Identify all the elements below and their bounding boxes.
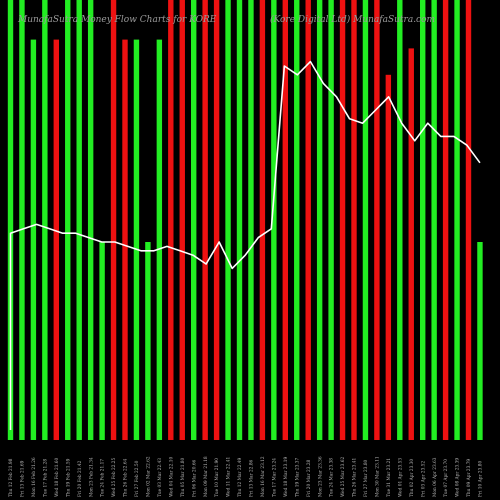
down-bar — [282, 0, 288, 440]
down-bar — [110, 0, 117, 440]
x-tick-label: Mon 16 Mar 23.12 — [261, 456, 266, 497]
up-bar — [156, 39, 163, 440]
x-tick-label: Thu 26 Mar 23.41 — [353, 457, 358, 497]
down-bar — [385, 74, 392, 441]
x-tick-label: Fri 13 Feb 21.69 — [21, 460, 26, 497]
up-bar — [328, 0, 334, 440]
up-bar — [99, 242, 105, 440]
x-tick-label: Mon 09 Mar 21.18 — [204, 456, 209, 497]
x-tick-label: Thu 26 Feb 22.64 — [124, 458, 129, 497]
x-tick-label: Tue 24 Feb 21.17 — [101, 459, 106, 497]
up-bar — [225, 0, 231, 440]
down-bar — [351, 0, 357, 440]
up-bar — [19, 0, 25, 440]
chart-title: MunafaSutra Money Flow Charts for KORE — [17, 15, 217, 25]
down-bar — [339, 0, 346, 440]
up-bar — [397, 0, 403, 440]
x-tick-label: Thu 12 Mar 22.49 — [238, 457, 243, 497]
down-bar — [122, 39, 128, 440]
down-bar — [408, 48, 414, 441]
x-tick-label: Wed 25 Mar 23.62 — [341, 456, 346, 497]
chart-subtitle: (Kore Digital Ltd) MunafaSutra.com — [270, 14, 435, 25]
x-tick-label: Tue 17 Feb 21.28 — [43, 459, 48, 497]
down-bar — [168, 0, 174, 440]
x-tick-label: Fri 03 Apr 23.52 — [421, 461, 426, 497]
up-bar — [420, 0, 426, 440]
up-bar — [65, 0, 71, 440]
x-tick-label: Tue 24 Mar 23.38 — [330, 458, 335, 497]
up-bar — [454, 0, 460, 440]
up-bar — [431, 0, 437, 440]
up-bar — [362, 0, 369, 440]
x-tick-label: Wed 18 Feb 21.60 — [55, 457, 60, 497]
x-tick-label: Tue 07 Apr 23.70 — [444, 459, 449, 497]
x-tick-label: Tue 10 Mar 21.90 — [215, 458, 220, 497]
x-tick-label: Fri 13 Mar 22.86 — [250, 459, 255, 497]
x-tick-label: Fri 27 Mar 23.80 — [364, 459, 369, 497]
up-bar — [133, 39, 140, 440]
up-bar — [145, 242, 151, 440]
x-tick-label: Fri 06 Mar 20.66 — [192, 459, 197, 497]
up-bar — [271, 0, 277, 440]
up-bar — [236, 0, 243, 440]
price-line — [9, 60, 481, 430]
bars-layer — [7, 0, 483, 441]
x-tick-label: Thu 19 Feb 21.59 — [66, 458, 71, 497]
x-tick-label: Tue 17 Mar 23.24 — [272, 458, 277, 497]
x-tick-label: Fri 20 Feb 21.42 — [78, 460, 83, 497]
up-bar — [316, 0, 323, 440]
x-tick-label: Thu 19 Mar 23.37 — [295, 457, 300, 497]
up-bar — [191, 0, 197, 440]
x-tick-label: Thu 05 Mar 21.80 — [181, 457, 186, 497]
down-bar — [442, 0, 449, 440]
x-tick-label: Thu 09 Apr 23.79 — [467, 459, 472, 497]
x-tick-label: Fri 20 Mar 23.28 — [307, 459, 312, 497]
up-bar — [30, 39, 37, 440]
down-bar — [465, 0, 472, 440]
down-bar — [374, 0, 380, 440]
x-tick-label: Wed 04 Mar 22.10 — [169, 456, 174, 497]
x-tick-label: Tue 03 Mar 22.43 — [158, 458, 163, 497]
x-tick-label: Wed 25 Feb 22.25 — [112, 457, 117, 497]
up-bar — [248, 0, 254, 440]
x-tick-label: Wed 08 Apr 23.39 — [456, 458, 461, 497]
x-tick-label: Mon 30 Mar 23.11 — [376, 456, 381, 497]
x-tick-label: Tue 31 Mar 23.21 — [387, 458, 392, 497]
x-tick-label: Mon 06 Apr 23.63 — [433, 457, 438, 497]
up-bar — [477, 242, 483, 440]
down-bar — [53, 39, 59, 440]
up-bar — [7, 0, 14, 440]
x-tick-labels: Thu 12 Feb 21.98 Fri 13 Feb 21.69 Mon 16 F… — [9, 456, 483, 497]
down-bar — [305, 0, 311, 440]
x-tick-label: Wed 11 Mar 22.41 — [227, 456, 232, 497]
x-tick-label: Wed 01 Apr 23.53 — [398, 458, 403, 497]
x-tick-label: Mon 23 Mar 23.36 — [318, 456, 323, 497]
up-bar — [42, 0, 48, 440]
x-tick-label: Fri 27 Feb 22.50 — [135, 460, 140, 497]
down-bar — [259, 0, 266, 440]
x-tick-label: Thu 02 Apr 23.30 — [410, 459, 415, 497]
x-tick-label: Mon 23 Feb 21.34 — [89, 457, 94, 497]
x-tick-label: Fri 10 Apr 23.80 — [479, 461, 484, 497]
down-bar — [202, 0, 208, 440]
up-bar — [76, 0, 82, 440]
up-bar — [87, 0, 94, 440]
x-tick-label: Mon 16 Feb 21.26 — [32, 457, 37, 497]
x-tick-label: Thu 12 Feb 21.98 — [9, 458, 14, 497]
up-bar — [294, 0, 300, 440]
x-tick-label: Wed 18 Mar 23.19 — [284, 456, 289, 497]
down-bar — [179, 0, 185, 440]
down-bar — [213, 0, 220, 440]
x-tick-label: Mon 02 Mar 22.62 — [147, 456, 152, 497]
